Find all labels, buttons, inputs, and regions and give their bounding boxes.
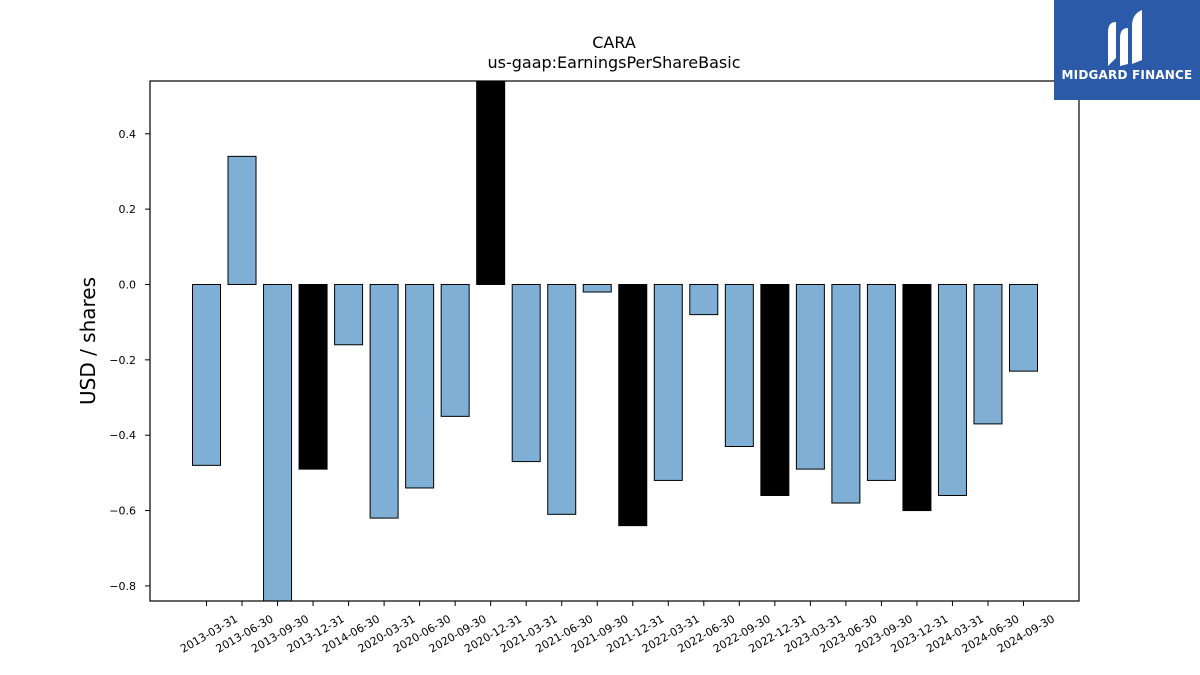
logo-mark-icon [1108,10,1142,66]
bar-2024-03-31 [937,283,967,496]
bar-2020-12-31 [476,80,506,285]
chart-title: CARA [592,33,636,52]
bar-2021-12-31 [618,283,648,527]
y-ticks: 0.4 0.2 0.0 −0.2 −0.4 −0.6 −0.8 [109,128,150,593]
bar-2021-09-30 [582,283,612,293]
bar-2013-03-31 [192,283,221,466]
bar-2022-06-30 [689,283,719,316]
bar-2020-03-31 [369,283,399,519]
bar-2022-03-31 [653,283,683,481]
y-tick-label: 0.0 [119,278,137,291]
bar-2023-03-31 [795,283,825,470]
brand-logo: MIDGARD FINANCE [1054,0,1200,100]
chart-subtitle: us-gaap:EarningsPerShareBasic [487,53,740,72]
bar-2020-06-30 [405,283,435,489]
bar-2014-06-30 [334,283,364,346]
y-tick-label: 0.2 [119,203,137,216]
bar-2023-06-30 [831,283,861,504]
bar-2013-09-30 [263,283,293,602]
y-tick-label: −0.2 [109,354,136,367]
bar-2023-12-31 [902,283,932,512]
logo-text: MIDGARD FINANCE [1061,68,1193,82]
y-tick-label: 0.4 [119,128,137,141]
bar-2023-09-30 [866,283,896,481]
bar-2022-09-30 [724,283,754,448]
y-tick-label: −0.6 [109,505,136,518]
bar-2024-09-30 [1009,283,1038,372]
y-tick-label: −0.8 [109,580,136,593]
plot-frame [149,80,1080,602]
y-axis-label: USD / shares [76,277,100,405]
bar-2024-06-30 [973,283,1003,425]
bar-2020-09-30 [440,283,470,417]
bar-2022-12-31 [760,283,790,496]
bar-2021-06-30 [547,283,577,515]
bars [192,80,1038,602]
y-tick-label: −0.4 [109,429,136,442]
bar-2013-06-30 [227,155,257,285]
bar-2013-12-31 [298,283,328,470]
bar-2021-03-31 [511,283,541,463]
x-ticks: 2013-03-312013-06-302013-09-302013-12-31… [178,601,1057,656]
